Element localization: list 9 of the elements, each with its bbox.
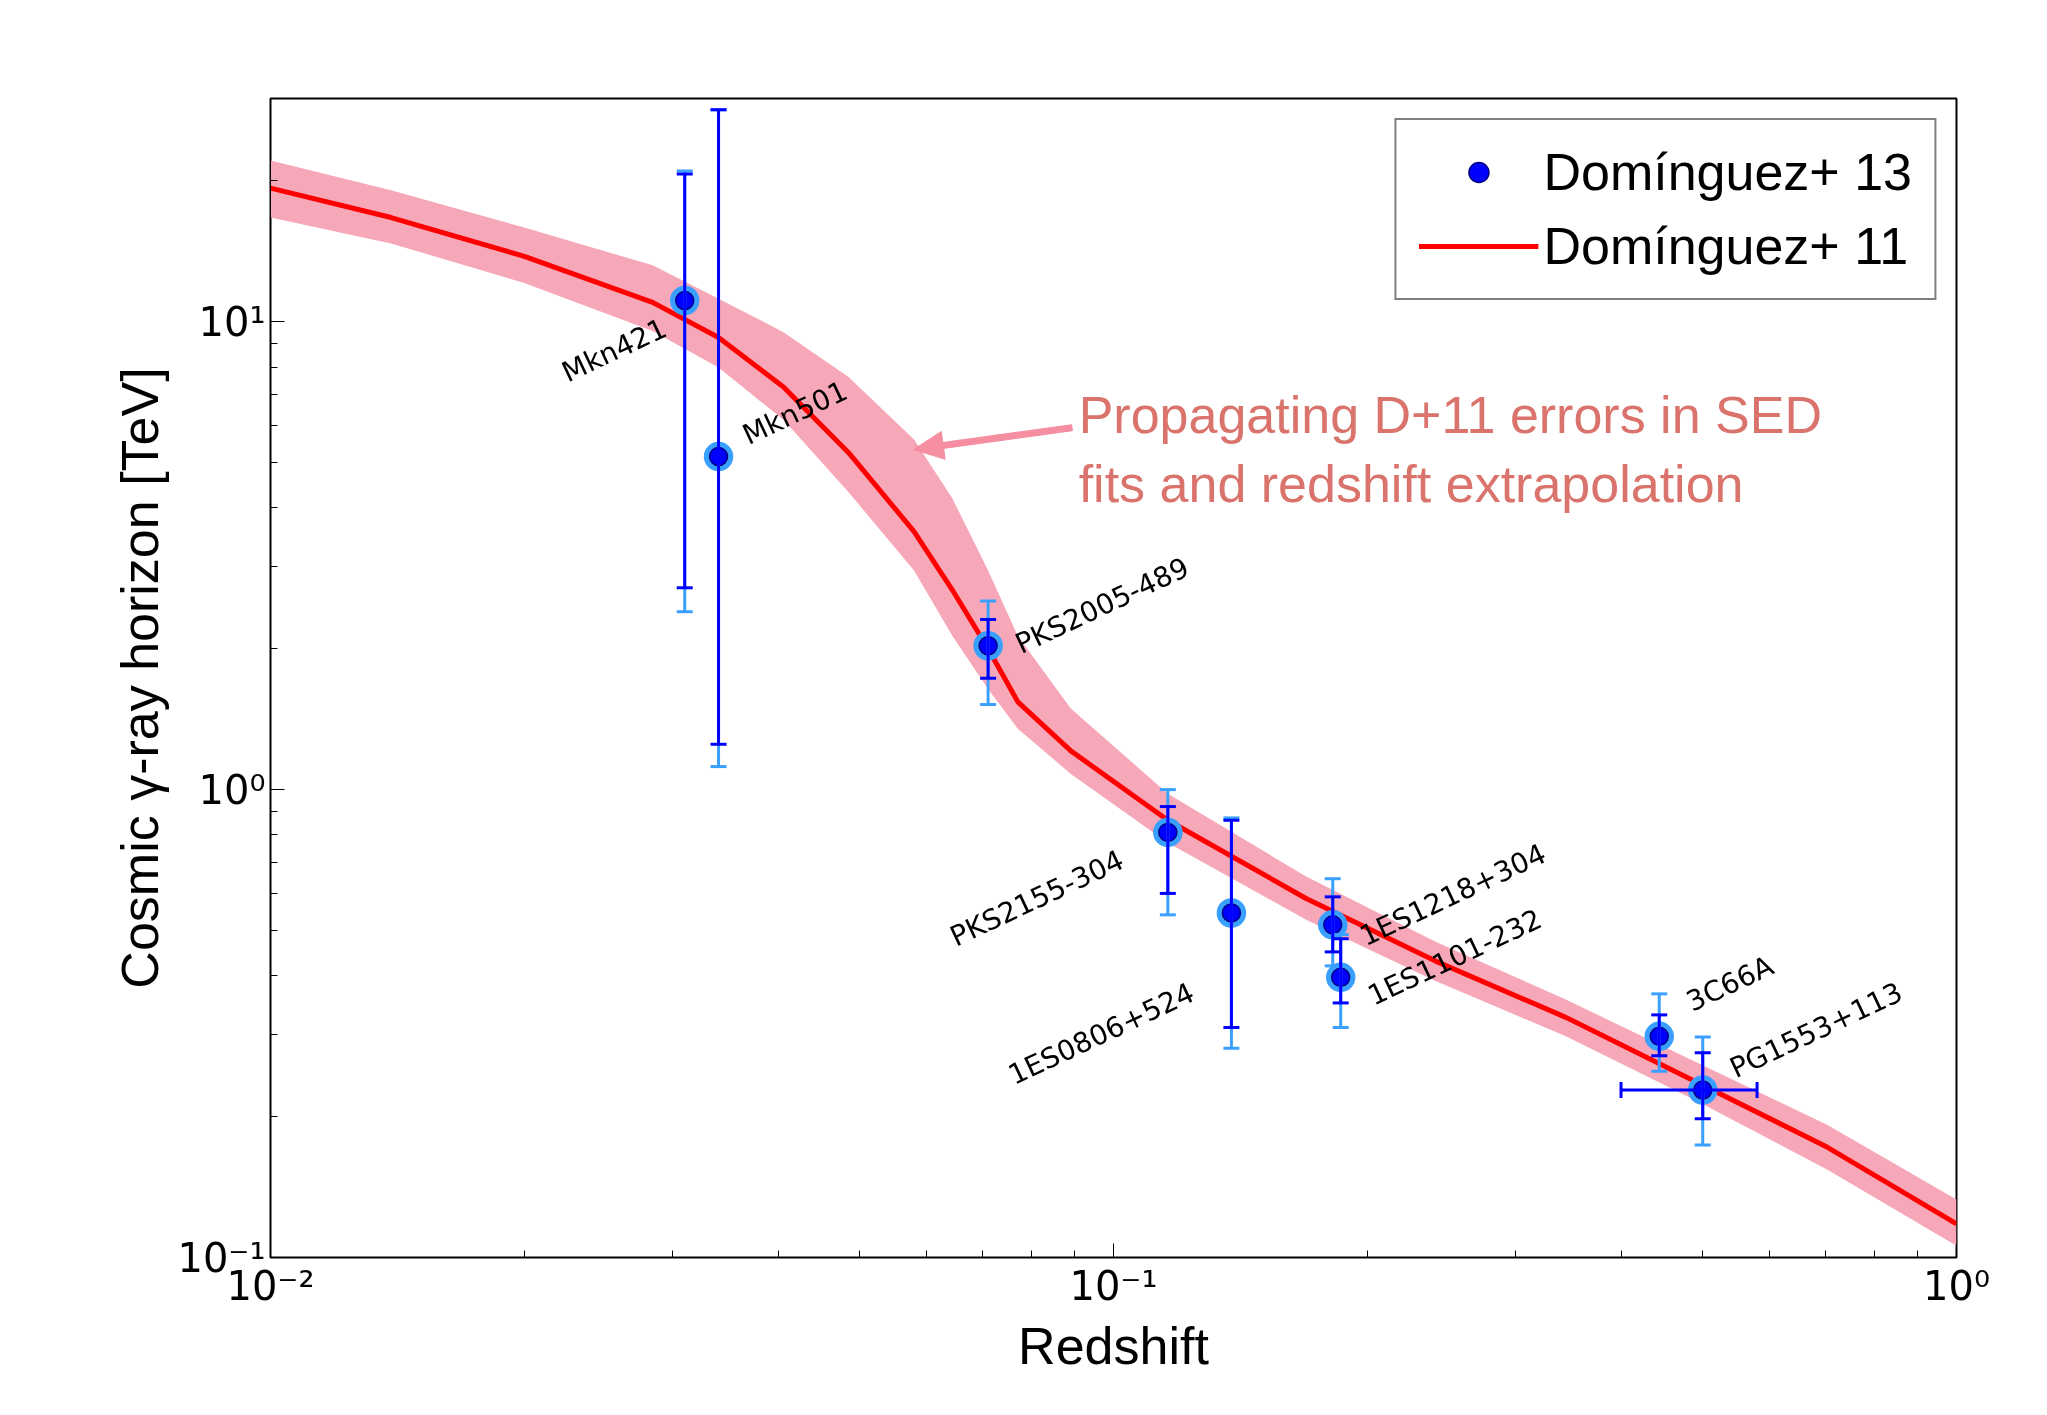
y-tick-label: 10¹ xyxy=(198,298,266,345)
x-axis-title: Redshift xyxy=(1018,1316,1210,1375)
y-tick-label: 10⁰ xyxy=(198,766,266,813)
y-axis-title: Cosmic γ-ray horizon [TeV] xyxy=(111,367,170,989)
legend-label: Domínguez+ 13 xyxy=(1543,142,1912,202)
legend-label: Domínguez+ 11 xyxy=(1543,216,1909,276)
x-tick-label: 10⁻¹ xyxy=(1069,1262,1158,1309)
x-tick-label: 10⁰ xyxy=(1923,1262,1990,1309)
annotation: Propagating D+11 errors in SED fits and redshift extrapolation xyxy=(1078,385,1822,514)
